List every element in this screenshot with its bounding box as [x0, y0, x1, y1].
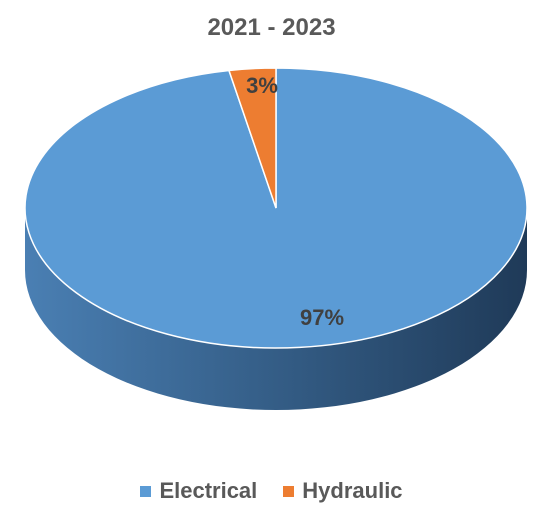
pie-slice-hydraulic — [227, 67, 277, 209]
data-label-hydraulic: 3% — [246, 73, 278, 98]
pie-top-face — [24, 67, 528, 349]
legend-item-electrical: Electrical — [140, 478, 257, 504]
legend: Electrical Hydraulic — [0, 478, 543, 504]
chart-title: 2021 - 2023 — [207, 14, 336, 41]
legend-label-electrical: Electrical — [159, 478, 258, 503]
data-label-electrical: 97% — [300, 305, 344, 330]
pie-side-wall — [25, 208, 527, 410]
legend-item-hydraulic: Hydraulic — [283, 478, 403, 504]
pie-data-labels: 97% 3% — [246, 73, 344, 330]
legend-swatch-electrical — [140, 485, 152, 497]
pie-side-electrical — [25, 208, 527, 410]
legend-swatch-hydraulic — [283, 485, 295, 497]
legend-label-hydraulic: Hydraulic — [302, 478, 403, 503]
